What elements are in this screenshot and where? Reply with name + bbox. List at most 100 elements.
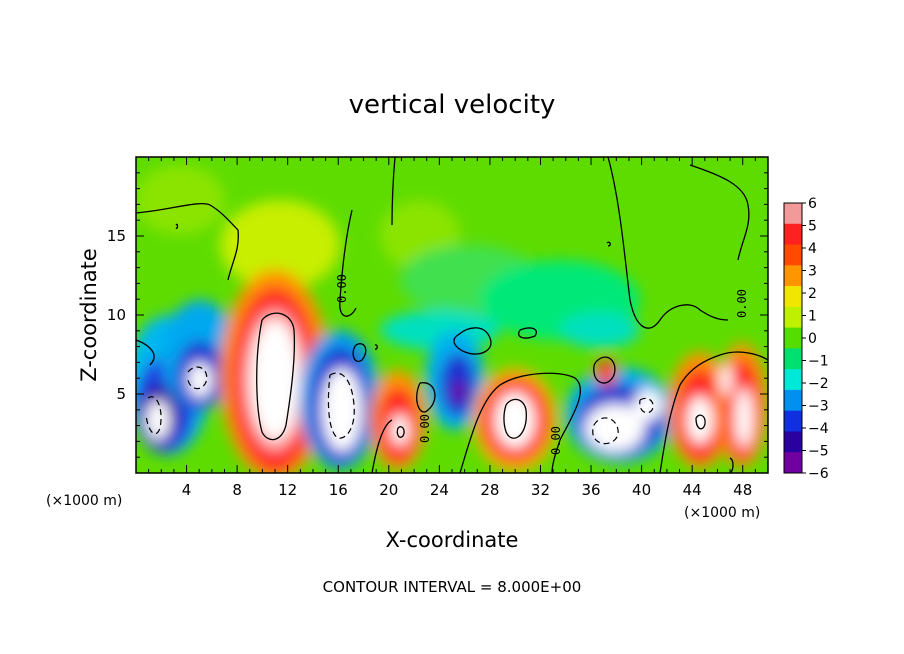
x-axis-label: X-coordinate bbox=[386, 528, 519, 552]
x-tick-label: 32 bbox=[531, 481, 550, 499]
field-blob bbox=[560, 312, 640, 348]
colorbar-swatch bbox=[784, 244, 802, 266]
updraft-core bbox=[735, 388, 753, 448]
colorbar-tick-label: −4 bbox=[808, 421, 829, 437]
colorbar-tick-label: −5 bbox=[808, 444, 829, 460]
contour-label: 0.00 bbox=[549, 426, 563, 455]
zero-contours bbox=[136, 157, 768, 473]
x-axis-ticks: 4 8 12 16 20 24 28 32 36 40 44 48 bbox=[148, 157, 756, 499]
contour-label: 0.00 bbox=[335, 274, 349, 303]
y-axis-ticks: 5 10 15 bbox=[107, 172, 768, 458]
field-blob bbox=[136, 165, 225, 235]
colorbar-tick-label: −6 bbox=[808, 466, 829, 482]
colorbar-swatch bbox=[784, 265, 802, 287]
x-unit-label: (×1000 m) bbox=[684, 505, 760, 521]
contour-line bbox=[695, 414, 706, 430]
contour-line bbox=[371, 419, 393, 473]
downdraft-core bbox=[146, 400, 170, 440]
colorbar-swatch bbox=[784, 431, 802, 453]
x-tick-label: 8 bbox=[232, 481, 242, 499]
y-unit-label: (×1000 m) bbox=[46, 493, 122, 509]
colorbar-swatch bbox=[784, 286, 802, 308]
contour-line bbox=[606, 241, 611, 247]
colorbar-swatch bbox=[784, 348, 802, 370]
contour-line bbox=[352, 343, 367, 363]
colorbar-tick-label: 0 bbox=[808, 331, 817, 347]
x-tick-label: 16 bbox=[329, 481, 348, 499]
colorbar-tick-label: 6 bbox=[808, 196, 817, 212]
contour-line bbox=[592, 417, 619, 445]
x-tick-label: 28 bbox=[480, 481, 499, 499]
contour-line bbox=[518, 327, 537, 339]
colorbar-tick-label: −1 bbox=[808, 354, 829, 370]
downdraft-core bbox=[585, 404, 645, 452]
negative-contours bbox=[145, 366, 654, 445]
x-tick-label: 12 bbox=[278, 481, 297, 499]
updraft-core bbox=[720, 364, 732, 396]
contour-line bbox=[607, 157, 729, 329]
contour-line bbox=[374, 344, 378, 350]
contour-line bbox=[339, 209, 357, 317]
contour-line bbox=[453, 327, 492, 355]
downdraft-core bbox=[634, 389, 662, 421]
contour-line bbox=[416, 382, 436, 413]
colorbar-tick-label: −3 bbox=[808, 399, 829, 415]
contour-line bbox=[593, 356, 616, 384]
contour-line bbox=[187, 366, 208, 390]
contour-line bbox=[256, 312, 296, 441]
x-tick-label: 4 bbox=[182, 481, 192, 499]
y-tick-label: 5 bbox=[116, 385, 126, 403]
x-tick-label: 48 bbox=[733, 481, 752, 499]
contour-line bbox=[689, 164, 750, 261]
colorbar-tick-label: 5 bbox=[808, 219, 817, 235]
colorbar: 6 5 4 3 2 1 0 −1 −2 −3 −4 −5 −6 bbox=[783, 196, 829, 482]
contour-line bbox=[729, 457, 734, 473]
colorbar-tick-label: −2 bbox=[808, 376, 829, 392]
heatmap-blobs bbox=[136, 165, 768, 473]
x-tick-label: 36 bbox=[581, 481, 600, 499]
contour-interval-label: CONTOUR INTERVAL = 8.000E+00 bbox=[323, 578, 582, 596]
y-tick-label: 15 bbox=[107, 227, 126, 245]
contour-line bbox=[327, 372, 355, 439]
colorbar-swatch bbox=[784, 203, 802, 225]
contour-line bbox=[391, 157, 396, 226]
field-blob bbox=[220, 200, 340, 290]
colorbar-swatch bbox=[784, 223, 802, 246]
x-tick-label: 44 bbox=[683, 481, 702, 499]
x-tick-label: 24 bbox=[430, 481, 449, 499]
contour-line bbox=[136, 202, 239, 281]
colorbar-swatch bbox=[784, 452, 802, 474]
contour-line bbox=[639, 397, 654, 414]
heatmap-area: 0.00 0.00 0.00 0.00 bbox=[136, 157, 768, 473]
contour-line bbox=[503, 398, 527, 439]
colorbar-tick-label: 1 bbox=[808, 309, 817, 325]
colorbar-tick-label: 4 bbox=[808, 241, 817, 257]
contour-line bbox=[175, 223, 179, 229]
updraft-core bbox=[391, 414, 409, 446]
updraft-core bbox=[687, 396, 713, 444]
chart-title: vertical velocity bbox=[349, 90, 556, 120]
colorbar-tick-label: 3 bbox=[808, 264, 817, 280]
contour-line bbox=[459, 372, 581, 473]
colorbar-swatch bbox=[784, 306, 802, 329]
colorbar-swatch bbox=[784, 369, 802, 391]
y-tick-label: 10 bbox=[107, 306, 126, 324]
contour-label: 0.00 bbox=[735, 289, 749, 318]
contour-line bbox=[659, 351, 768, 473]
colorbar-swatch bbox=[784, 389, 802, 412]
contour-label: 0.00 bbox=[418, 414, 432, 443]
contour-line bbox=[136, 339, 155, 366]
colorbar-swatch bbox=[784, 410, 802, 432]
colorbar-tick-label: 2 bbox=[808, 286, 817, 302]
x-tick-label: 20 bbox=[379, 481, 398, 499]
downdraft-core bbox=[452, 382, 468, 402]
downdraft-core bbox=[322, 368, 362, 452]
updraft-core bbox=[251, 320, 299, 440]
y-axis-label: Z-coordinate bbox=[77, 248, 101, 382]
downdraft-core bbox=[188, 362, 212, 398]
contour-line bbox=[396, 426, 405, 438]
colorbar-swatch bbox=[784, 327, 802, 349]
updraft-core bbox=[495, 392, 535, 448]
